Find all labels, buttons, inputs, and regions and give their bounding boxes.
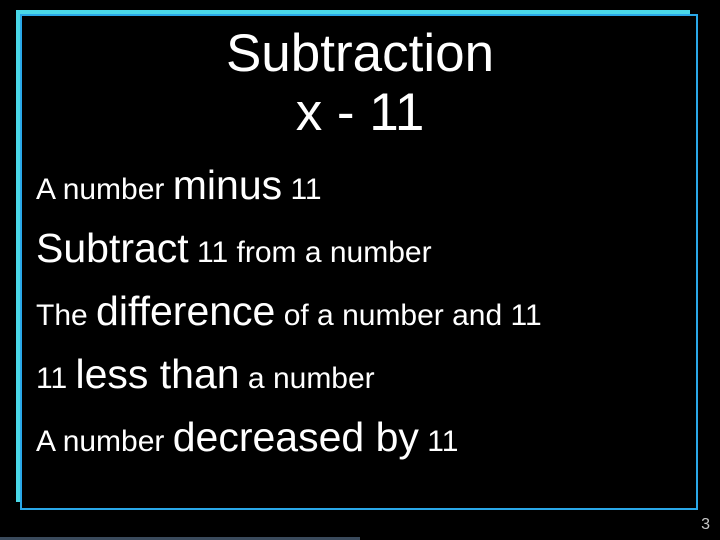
text-post: 11: [282, 173, 321, 206]
slide-title: Subtraction x - 11: [36, 24, 684, 143]
phrase-line-4: 11 less than a number: [36, 354, 684, 395]
keyword: Subtract: [36, 225, 189, 271]
title-line-2: x - 11: [296, 83, 425, 142]
text-post: of a number and 11: [275, 299, 541, 332]
keyword: difference: [96, 288, 275, 334]
keyword: less than: [75, 351, 239, 397]
text-pre: A number: [36, 425, 173, 458]
text-pre: A number: [36, 173, 173, 206]
text-post: 11 from a number: [189, 236, 432, 269]
text-pre: 11: [36, 362, 75, 395]
phrase-line-5: A number decreased by 11: [36, 417, 684, 458]
keyword: decreased by: [173, 414, 419, 460]
text-pre: The: [36, 299, 96, 332]
phrase-line-1: A number minus 11: [36, 165, 684, 206]
content-area: Subtraction x - 11 A number minus 11 Sub…: [36, 24, 684, 480]
text-post: a number: [240, 362, 375, 395]
keyword: minus: [173, 162, 282, 208]
text-post: 11: [419, 425, 458, 458]
phrase-line-3: The difference of a number and 11: [36, 291, 684, 332]
title-line-1: Subtraction: [226, 24, 494, 83]
slide: Subtraction x - 11 A number minus 11 Sub…: [0, 0, 720, 540]
page-number: 3: [701, 516, 710, 534]
phrase-line-2: Subtract 11 from a number: [36, 228, 684, 269]
